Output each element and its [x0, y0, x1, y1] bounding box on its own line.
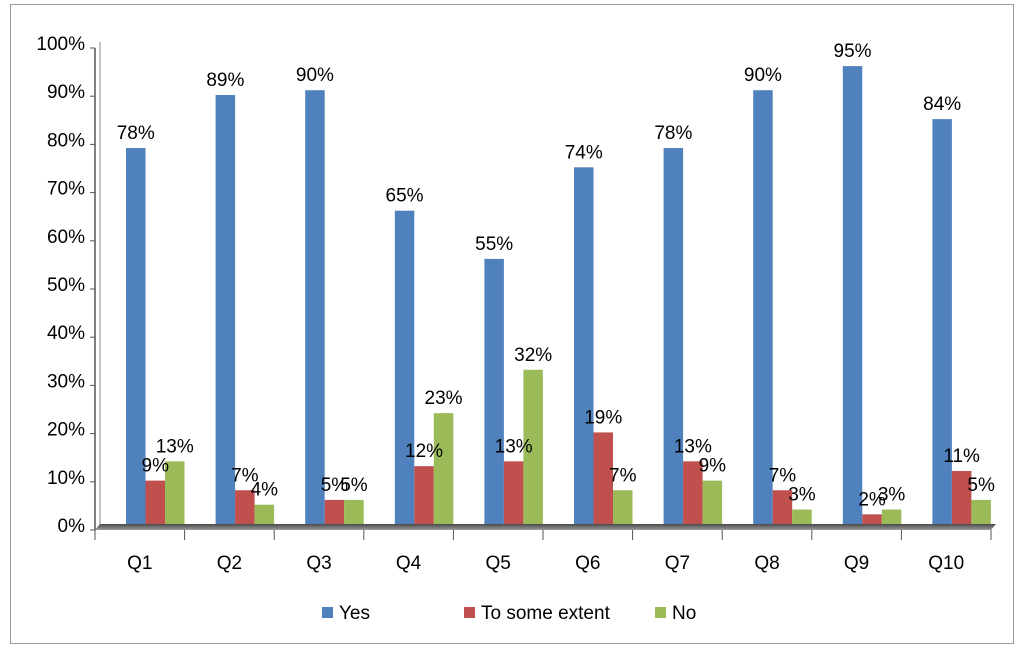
legend-label: No — [672, 603, 696, 624]
data-label: 5% — [340, 475, 368, 496]
bar — [344, 499, 364, 524]
axes: 0% 10% 20% 30% 40% 50% 60% 70% 80% 90% 100% Q1 Q2 Q3 Q… — [36, 34, 996, 574]
data-label: 5% — [967, 475, 995, 496]
x-tick-label: Q7 — [665, 553, 690, 574]
x-tick-label: Q6 — [575, 553, 600, 574]
bar — [414, 466, 434, 524]
bar — [932, 119, 952, 525]
data-label: 84% — [923, 94, 961, 115]
bar — [305, 90, 325, 524]
bar — [792, 509, 812, 524]
y-tick-label: 100% — [36, 34, 85, 55]
data-label: 65% — [386, 186, 424, 207]
bar — [881, 509, 902, 524]
x-tick-label: Q5 — [486, 553, 511, 574]
bar — [165, 461, 185, 524]
data-label: 7% — [231, 465, 259, 486]
data-label: 13% — [495, 436, 533, 457]
data-label: 3% — [878, 485, 906, 506]
data-label: 7% — [769, 465, 797, 486]
bar — [862, 514, 882, 524]
bar — [971, 499, 991, 524]
data-label: 90% — [296, 65, 334, 86]
data-label: 2% — [858, 489, 886, 510]
legend-label: Yes — [339, 603, 370, 624]
data-label: 32% — [514, 345, 552, 366]
bar — [613, 490, 633, 524]
bar — [235, 490, 255, 524]
data-label: 74% — [565, 142, 603, 163]
legend-label: To some extent — [481, 603, 611, 624]
x-tick-label: Q10 — [928, 553, 964, 574]
bar — [523, 369, 543, 524]
bar — [324, 499, 345, 524]
bar — [126, 148, 146, 525]
data-labels: 78% 89% 90% 65% 55% 74% 78% 90% 95% 84% 9% 7% 5% 12% 1… — [117, 41, 995, 510]
y-tick-label: 40% — [47, 323, 85, 344]
bar — [593, 432, 613, 524]
bar — [753, 90, 773, 524]
data-label: 90% — [744, 65, 782, 86]
bar — [145, 480, 165, 524]
y-tick-label: 20% — [47, 420, 85, 441]
data-label: 13% — [674, 436, 712, 457]
bar — [772, 490, 793, 524]
y-tick-label: 60% — [47, 227, 85, 248]
x-tick-label: Q1 — [127, 553, 152, 574]
bar — [574, 167, 594, 524]
bar — [484, 258, 504, 524]
bar — [683, 461, 703, 524]
data-label: 89% — [206, 70, 244, 91]
data-label: 5% — [321, 475, 349, 496]
bar — [503, 461, 524, 524]
y-tick-label: 0% — [58, 516, 86, 537]
bar — [254, 504, 275, 524]
legend-swatch — [322, 607, 333, 618]
data-label: 23% — [425, 388, 463, 409]
data-label: 55% — [475, 234, 513, 255]
data-label: 7% — [609, 465, 637, 486]
data-label: 13% — [156, 436, 194, 457]
y-tick-label: 70% — [47, 179, 85, 200]
data-label: 12% — [405, 441, 443, 462]
data-label: 4% — [251, 480, 279, 501]
bar — [951, 470, 972, 524]
data-label: 11% — [943, 446, 980, 467]
data-label: 95% — [834, 41, 872, 62]
bar — [663, 148, 684, 525]
y-tick-label: 80% — [47, 130, 85, 151]
data-label: 9% — [699, 456, 727, 477]
x-tick-label: Q9 — [844, 553, 869, 574]
y-tick-label: 10% — [47, 468, 85, 489]
bar — [215, 95, 236, 525]
y-tick-label: 90% — [47, 82, 85, 103]
bar — [433, 413, 454, 524]
chart-floor — [95, 524, 996, 530]
data-label: 3% — [788, 485, 816, 506]
x-tick-label: Q2 — [217, 553, 242, 574]
data-label: 78% — [117, 123, 155, 144]
bar — [394, 210, 415, 524]
data-label: 9% — [142, 456, 170, 477]
y-tick-label: 50% — [47, 275, 85, 296]
bar — [842, 66, 863, 524]
x-tick-label: Q3 — [306, 553, 331, 574]
x-tick-label: Q4 — [396, 553, 422, 574]
bar — [702, 480, 723, 524]
y-tick-label: 30% — [47, 371, 85, 392]
data-label: 78% — [654, 123, 692, 144]
x-tick-label: Q8 — [754, 553, 779, 574]
data-label: 19% — [584, 407, 622, 428]
legend: Yes To some extent No — [322, 603, 696, 624]
bars — [126, 66, 991, 525]
legend-swatch — [464, 607, 475, 618]
legend-swatch — [655, 607, 666, 618]
